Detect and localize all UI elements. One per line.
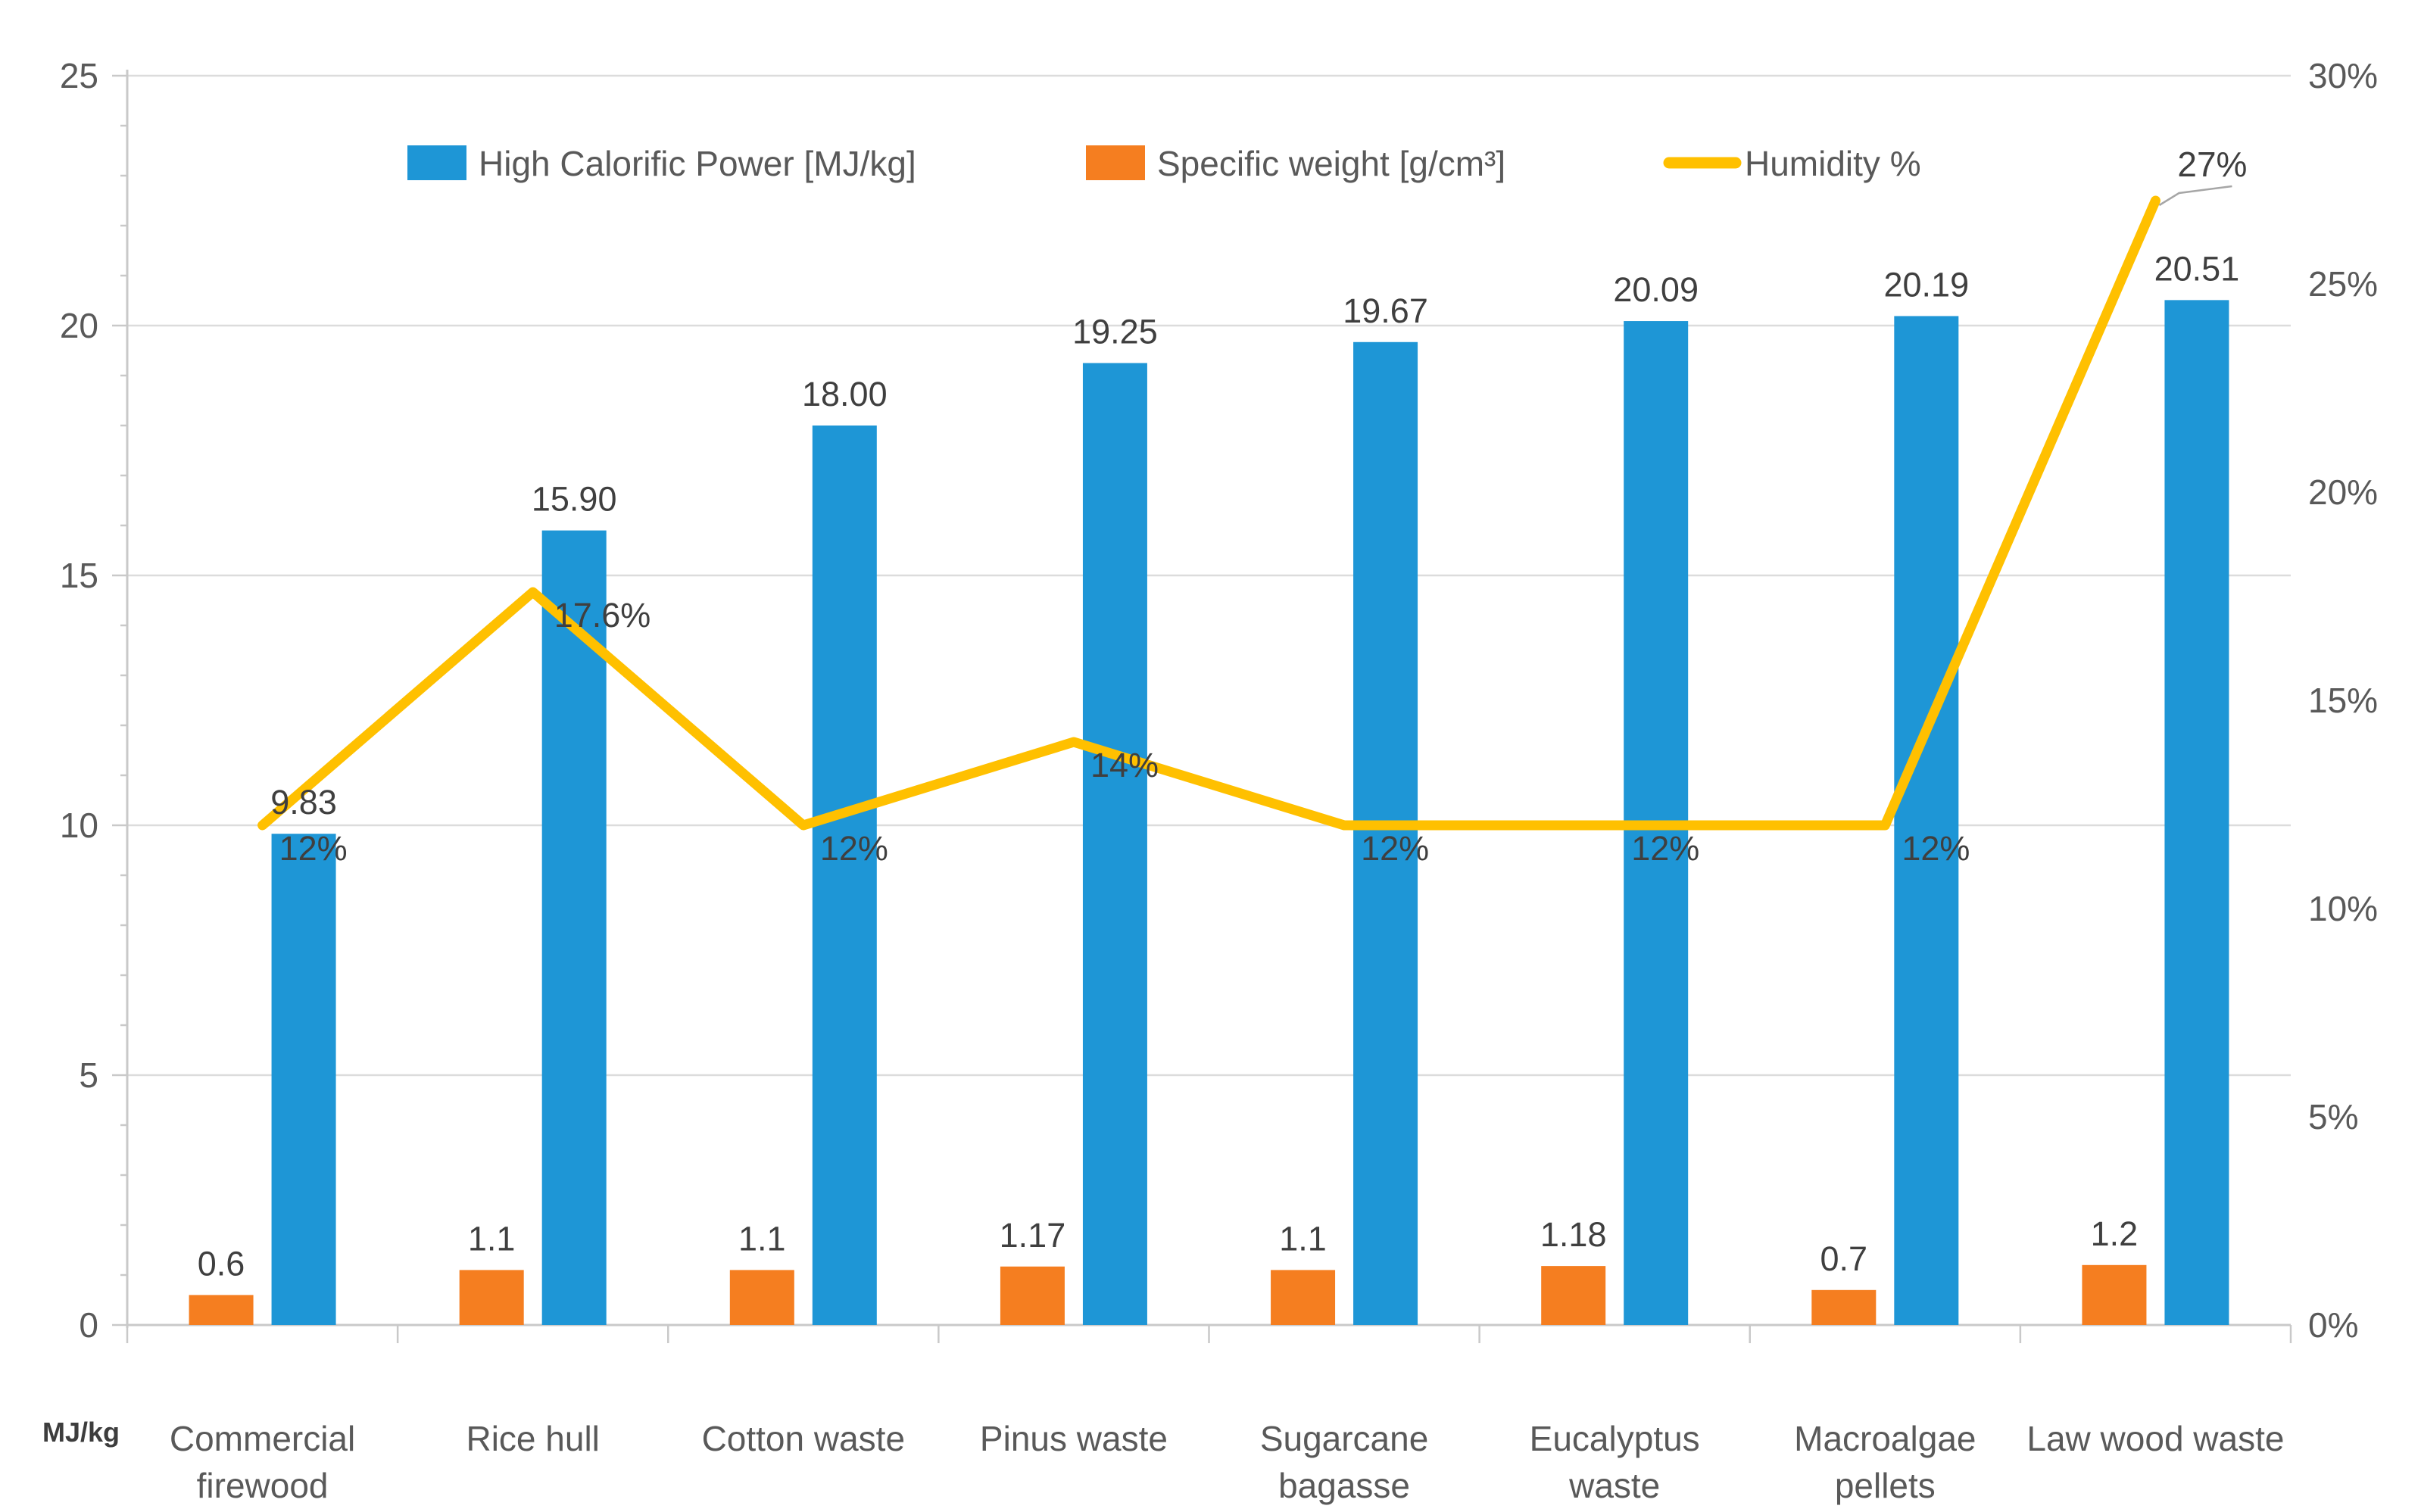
right-axis-tick-label: 10% (2308, 889, 2378, 928)
legend-label-humidity: Humidity % (1745, 144, 1921, 183)
data-label-specific-weight: 1.17 (1000, 1216, 1066, 1255)
data-label-specific-weight: 1.1 (468, 1219, 516, 1258)
left-axis-tick-label: 10 (60, 806, 98, 845)
right-axis-tick-label: 30% (2308, 56, 2378, 95)
right-axis-tick-label: 15% (2308, 681, 2378, 720)
data-labels: 0.6 9.83 1.1 15.90 1.1 18.00 1.17 19.25 1.1 19.67… (198, 145, 2248, 1283)
right-axis-tick-label: 0% (2308, 1305, 2358, 1345)
gridlines (127, 74, 2291, 1077)
category-label: Cotton waste (702, 1419, 905, 1458)
legend: High Calorific Power [MJ/kg] Specific we… (407, 144, 1921, 183)
bar-specific-weight (189, 1295, 254, 1325)
data-label-humidity: 12% (1902, 829, 1970, 868)
humidity-line-series (257, 195, 2160, 831)
right-axis-tick-label: 25% (2308, 264, 2378, 304)
data-label-high-calorific-power: 18.00 (802, 375, 888, 413)
left-axis-tick-label: 25 (60, 56, 98, 95)
bar-high-calorific-power (271, 834, 336, 1325)
data-label-specific-weight: 1.1 (738, 1219, 786, 1258)
category-axis-labels: Commercial firewood Rice hull Cotton waste P… (170, 1419, 2285, 1505)
data-label-specific-weight: 0.7 (1820, 1239, 1868, 1278)
data-label-humidity: 17.6% (554, 596, 651, 634)
legend-swatch-high-calorific-power (407, 145, 466, 180)
left-axis-tick-label: 0 (79, 1305, 98, 1345)
right-axis-tick-label: 20% (2308, 472, 2378, 512)
legend-label-high-calorific-power: High Calorific Power [MJ/kg] (479, 144, 916, 183)
data-label-high-calorific-power: 19.67 (1343, 291, 1428, 330)
bar-specific-weight (729, 1270, 794, 1325)
category-label: Commercial (170, 1419, 355, 1458)
bar-specific-weight (1811, 1289, 1877, 1325)
legend-swatch-specific-weight (1086, 145, 1145, 180)
humidity-label-leader-line (2158, 185, 2232, 207)
category-label: bagasse (1278, 1466, 1410, 1505)
bar-specific-weight (1541, 1266, 1606, 1325)
category-label: Sugarcane (1260, 1419, 1429, 1458)
data-label-humidity: 12% (1361, 829, 1429, 868)
bar-series (189, 300, 2229, 1326)
bar-high-calorific-power (1353, 341, 1418, 1325)
data-label-humidity: 12% (279, 829, 348, 868)
left-axis-tick-label: 5 (79, 1055, 98, 1095)
data-label-specific-weight: 1.18 (1540, 1215, 1607, 1254)
data-label-high-calorific-power: 19.25 (1072, 313, 1158, 351)
data-label-humidity: 12% (1631, 829, 1699, 868)
category-label: waste (1568, 1466, 1660, 1505)
left-axis-unit-label: MJ/kg (42, 1417, 120, 1448)
data-label-high-calorific-power: 20.19 (1884, 265, 1970, 304)
bar-specific-weight (2082, 1264, 2147, 1325)
data-label-specific-weight: 0.6 (198, 1244, 245, 1283)
category-label: Law wood waste (2026, 1419, 2284, 1458)
left-axis-tick-label: 15 (60, 556, 98, 595)
data-label-humidity: 12% (820, 829, 888, 868)
legend-label-specific-weight: Specific weight [g/cm³] (1157, 144, 1505, 183)
category-label: Macroalgae (1794, 1419, 1976, 1458)
bar-high-calorific-power (1082, 363, 1147, 1325)
data-label-high-calorific-power: 20.09 (1613, 270, 1699, 309)
category-label: pellets (1835, 1466, 1936, 1505)
axis-tick-labels: 0 5 10 15 20 25 0% 5% 10% 15% 20% 25% 30% (60, 56, 2378, 1345)
bar-high-calorific-power (1894, 316, 1959, 1326)
axes (112, 70, 2292, 1343)
category-label: Rice hull (466, 1419, 599, 1458)
bar-high-calorific-power (2164, 300, 2229, 1326)
bar-high-calorific-power (541, 530, 607, 1325)
data-label-specific-weight: 1.2 (2091, 1214, 2139, 1253)
data-label-humidity: 27% (2177, 145, 2247, 184)
bar-high-calorific-power (812, 426, 877, 1325)
bar-specific-weight (1000, 1266, 1065, 1325)
category-label: Eucalyptus (1530, 1419, 1700, 1458)
humidity-line (257, 195, 2160, 831)
data-label-high-calorific-power: 9.83 (270, 783, 337, 821)
data-label-high-calorific-power: 15.90 (532, 480, 617, 519)
data-label-humidity: 14% (1090, 746, 1159, 784)
left-axis-tick-label: 20 (60, 306, 98, 345)
category-label: Pinus waste (980, 1419, 1168, 1458)
right-axis-tick-label: 5% (2308, 1097, 2358, 1136)
category-label: firewood (197, 1466, 329, 1505)
bar-specific-weight (459, 1270, 524, 1325)
data-label-specific-weight: 1.1 (1279, 1219, 1327, 1258)
bar-specific-weight (1271, 1270, 1336, 1325)
data-label-high-calorific-power: 20.51 (2154, 249, 2240, 288)
